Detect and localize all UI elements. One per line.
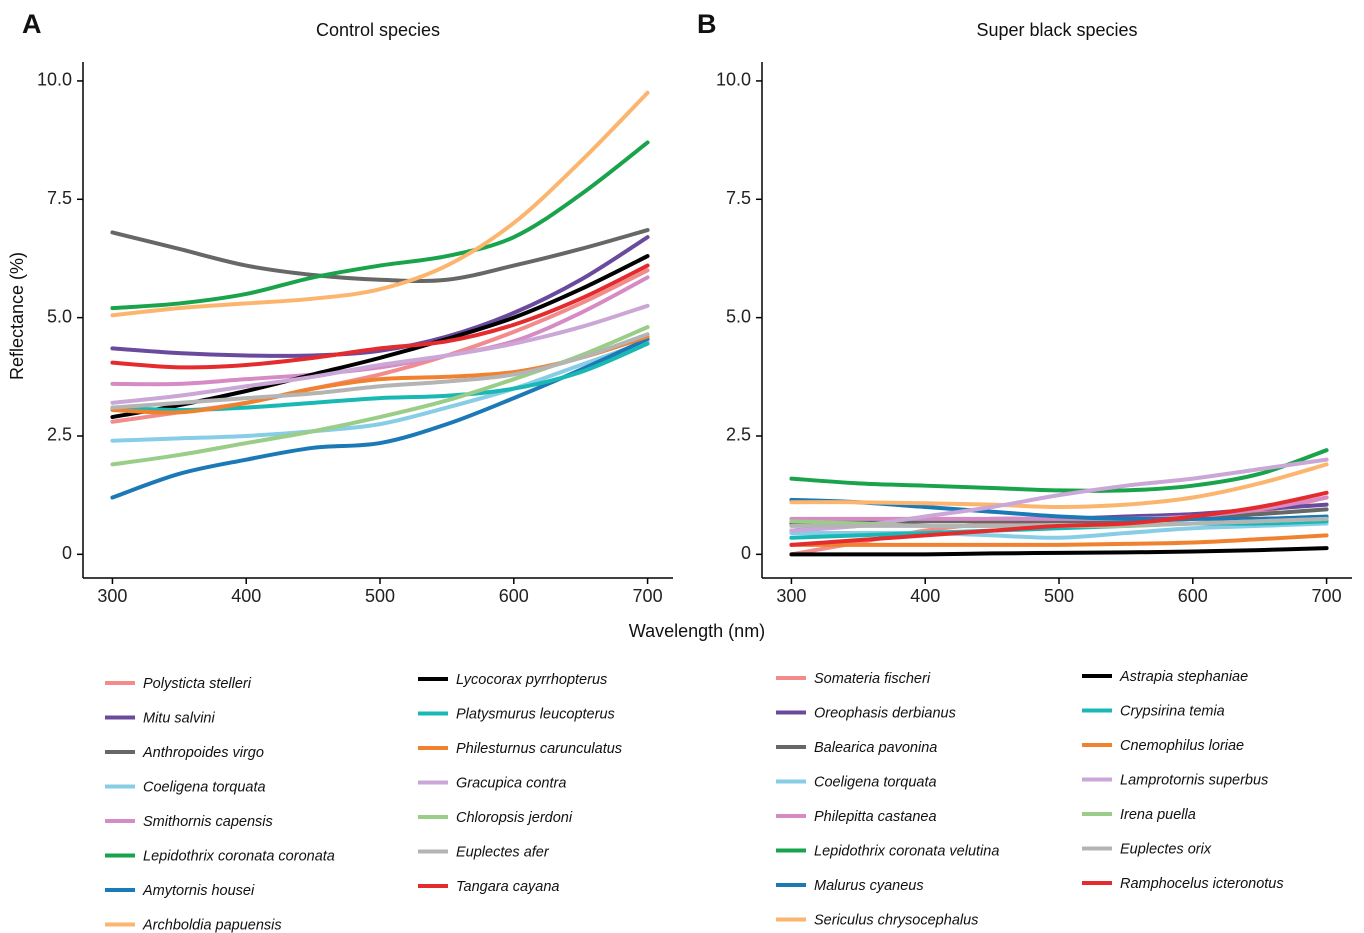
x-axis-label: Wavelength (nm) <box>629 621 765 641</box>
y-tick-label: 0 <box>741 543 751 563</box>
y-tick-label: 10.0 <box>716 70 751 90</box>
series-line <box>110 228 650 283</box>
legend-label: Lycocorax pyrrhopterus <box>456 672 607 688</box>
series-line <box>789 490 1329 547</box>
legend-label: Philesturnus carunculatus <box>456 741 622 757</box>
legend-label: Oreophasis derbianus <box>814 705 956 721</box>
legend-label: Astrapia stephaniae <box>1119 669 1248 685</box>
legend-label: Tangara cayana <box>456 879 559 895</box>
legend-label: Philepitta castanea <box>814 809 937 825</box>
y-tick-label: 10.0 <box>37 70 72 90</box>
legend-label: Anthropoides virgo <box>142 745 264 761</box>
series-line <box>789 507 1329 526</box>
legend-label: Lepidothrix coronata velutina <box>814 843 999 859</box>
series-line <box>789 533 1329 547</box>
panel-label: B <box>697 9 717 39</box>
y-axis-label: Reflectance (%) <box>7 252 27 380</box>
y-tick-label: 0 <box>62 543 72 563</box>
series-line <box>110 90 650 318</box>
series-line <box>110 263 650 370</box>
legend-label: Cnemophilus loriae <box>1120 738 1244 754</box>
legend-label: Lepidothrix coronata coronata <box>143 848 335 864</box>
y-tick-label: 5.0 <box>47 306 72 326</box>
legend-label: Chloropsis jerdoni <box>456 810 573 826</box>
legend-label: Smithornis capensis <box>143 814 273 830</box>
legend-label: Malurus cyaneus <box>814 878 924 894</box>
x-tick-label: 500 <box>1044 586 1074 606</box>
chart-title: Super black species <box>976 20 1137 40</box>
chart-title: Control species <box>316 20 440 40</box>
legend-label: Archboldia papuensis <box>142 917 282 933</box>
x-tick-label: 400 <box>910 586 940 606</box>
x-tick-label: 600 <box>499 586 529 606</box>
legend-label: Mitu salvini <box>143 710 215 726</box>
series-line <box>789 546 1329 557</box>
series-line <box>789 448 1329 493</box>
series-line <box>789 462 1329 509</box>
series-line <box>110 235 650 358</box>
legend-label: Euplectes orix <box>1120 841 1212 857</box>
legend-label: Gracupica contra <box>456 775 566 791</box>
series-line <box>110 339 650 443</box>
legend-label: Euplectes afer <box>456 844 550 860</box>
series-line <box>110 275 650 387</box>
y-tick-label: 7.5 <box>726 188 751 208</box>
legend-label: Crypsirina temia <box>1120 703 1225 719</box>
x-tick-label: 400 <box>231 586 261 606</box>
panel-label: A <box>22 9 42 39</box>
x-tick-label: 500 <box>365 586 395 606</box>
x-tick-label: 700 <box>1312 586 1342 606</box>
x-tick-label: 600 <box>1178 586 1208 606</box>
legend-label: Coeligena torquata <box>143 779 266 795</box>
x-tick-label: 300 <box>97 586 127 606</box>
legend-label: Polysticta stelleri <box>143 676 252 692</box>
y-tick-label: 2.5 <box>47 425 72 445</box>
y-tick-label: 2.5 <box>726 425 751 445</box>
series-line <box>110 303 650 405</box>
legend-label: Sericulus chrysocephalus <box>814 912 978 928</box>
series-line <box>110 332 650 410</box>
legend-label: Irena puella <box>1120 807 1196 823</box>
x-tick-label: 300 <box>776 586 806 606</box>
y-tick-label: 7.5 <box>47 188 72 208</box>
x-tick-label: 700 <box>633 586 663 606</box>
legend-label: Ramphocelus icteronotus <box>1120 876 1284 892</box>
legend-label: Lamprotornis superbus <box>1120 772 1268 788</box>
y-tick-label: 5.0 <box>726 306 751 326</box>
legend-label: Somateria fischeri <box>814 671 931 687</box>
legend-label: Balearica pavonina <box>814 740 937 756</box>
legend-label: Coeligena torquata <box>814 774 937 790</box>
legend-label: Platysmurus leucopterus <box>456 706 615 722</box>
series-line <box>110 140 650 311</box>
legend-label: Amytornis housei <box>142 883 255 899</box>
